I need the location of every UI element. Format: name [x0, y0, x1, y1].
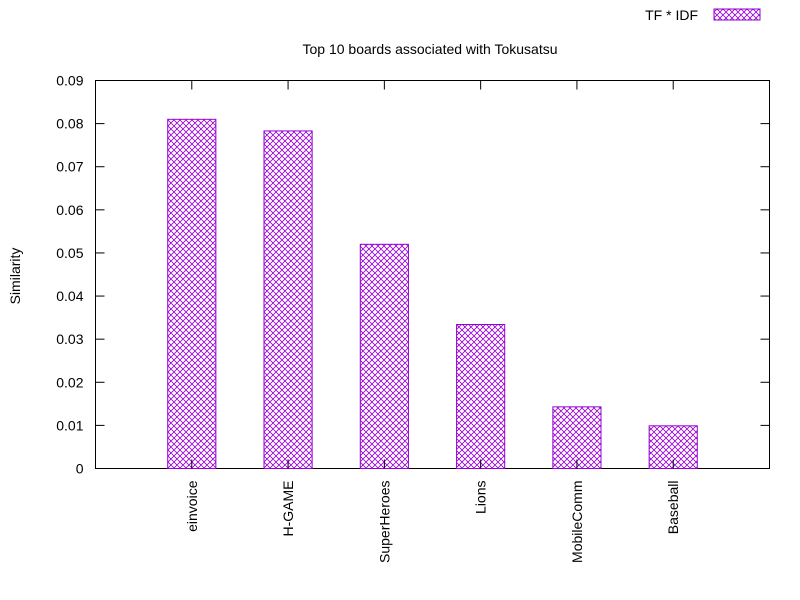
y-axis: 0 0.01 0.02 0.03 0.04 0.05 0.06 0.07 0.08 0.09: [56, 73, 770, 477]
y-tick-label: 0.04: [56, 288, 83, 304]
y-tick-label: 0.03: [56, 331, 83, 347]
x-tick-label: Lions: [473, 481, 489, 514]
legend-label: TF * IDF: [645, 7, 698, 23]
y-axis-label: Similarity: [7, 248, 23, 305]
bar-einvoice: [167, 118, 217, 470]
bar-mobilecomm: [552, 406, 602, 469]
y-tick-label: 0.06: [56, 202, 83, 218]
y-tick-label: 0.09: [56, 73, 83, 89]
plot-frame: [95, 80, 770, 469]
chart-title: Top 10 boards associated with Tokusatsu: [302, 41, 557, 57]
x-tick-label: H-GAME: [280, 481, 296, 537]
x-tick-label: Baseball: [665, 481, 681, 535]
y-tick-label: 0.05: [56, 245, 83, 261]
y-tick-label: 0.07: [56, 159, 83, 175]
x-tick-label: einvoice: [184, 480, 200, 532]
legend: TF * IDF: [645, 7, 761, 23]
bar-h-game: [263, 130, 313, 469]
legend-swatch: [713, 8, 761, 21]
y-tick-label: 0.02: [56, 374, 83, 390]
bars: [167, 118, 698, 470]
y-tick-label: 0.01: [56, 417, 83, 433]
x-axis: einvoice H-GAME SuperHeroes Lions MobileComm…: [184, 80, 681, 564]
x-tick-label: SuperHeroes: [376, 481, 392, 564]
bar-superheroes: [359, 243, 409, 469]
y-tick-label: 0: [76, 461, 84, 477]
x-tick-label: MobileComm: [569, 481, 585, 563]
bar-lions: [456, 324, 506, 469]
y-tick-label: 0.08: [56, 116, 83, 132]
